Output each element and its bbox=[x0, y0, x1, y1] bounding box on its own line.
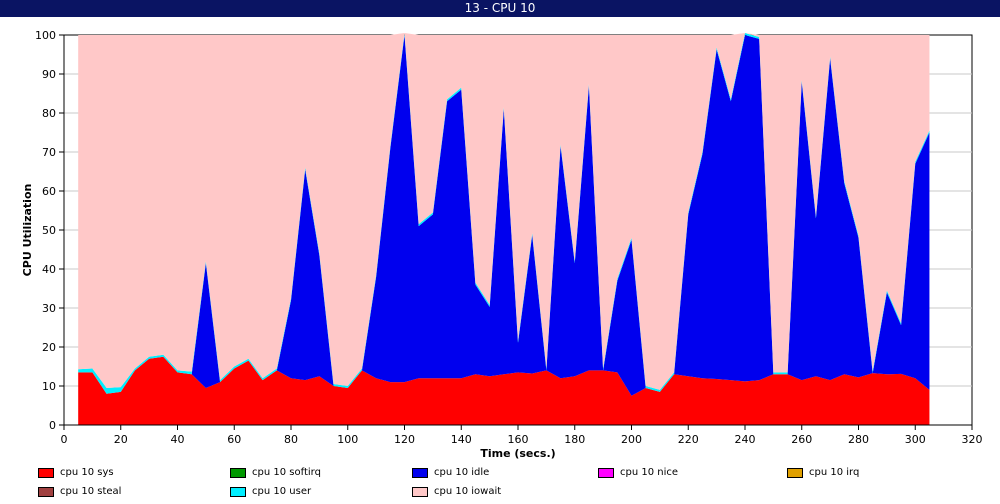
x-tick-label: 120 bbox=[394, 433, 415, 446]
x-tick-label: 20 bbox=[114, 433, 128, 446]
y-tick-label: 0 bbox=[49, 419, 56, 432]
x-tick-label: 320 bbox=[962, 433, 983, 446]
x-tick-label: 100 bbox=[337, 433, 358, 446]
legend-swatch bbox=[38, 487, 54, 497]
legend-swatch bbox=[412, 487, 428, 497]
x-tick-label: 200 bbox=[621, 433, 642, 446]
legend-label: cpu 10 iowait bbox=[434, 486, 502, 497]
x-tick-label: 160 bbox=[508, 433, 529, 446]
x-tick-label: 220 bbox=[678, 433, 699, 446]
x-tick-label: 180 bbox=[564, 433, 585, 446]
window-title: 13 - CPU 10 bbox=[0, 0, 1000, 17]
x-tick-label: 60 bbox=[227, 433, 241, 446]
y-tick-label: 10 bbox=[42, 380, 56, 393]
area-cpu-10-idle bbox=[78, 35, 930, 396]
area-cpu-10-iowait bbox=[78, 33, 930, 390]
legend-swatch bbox=[412, 468, 428, 478]
y-tick-label: 90 bbox=[42, 68, 56, 81]
y-tick-label: 60 bbox=[42, 185, 56, 198]
legend-label: cpu 10 nice bbox=[620, 467, 679, 478]
legend-label: cpu 10 steal bbox=[60, 486, 122, 497]
legend-label: cpu 10 irq bbox=[809, 467, 860, 478]
legend-swatch bbox=[787, 468, 803, 478]
legend-label: cpu 10 idle bbox=[434, 467, 490, 478]
x-tick-label: 260 bbox=[791, 433, 812, 446]
x-tick-label: 140 bbox=[451, 433, 472, 446]
x-tick-label: 80 bbox=[284, 433, 298, 446]
axes: 0 10 20 30 40 50 60 70 80 90 100 0 20 40 60 80 100 120 140… bbox=[35, 29, 983, 446]
x-axis-label: Time (secs.) bbox=[480, 447, 555, 460]
x-tick-label: 280 bbox=[848, 433, 869, 446]
x-tick-label: 40 bbox=[171, 433, 185, 446]
legend-swatch bbox=[230, 487, 246, 497]
legend-swatch bbox=[230, 468, 246, 478]
y-tick-label: 70 bbox=[42, 146, 56, 159]
legend-swatch bbox=[598, 468, 614, 478]
area-cpu-10-sys bbox=[78, 356, 930, 425]
legend-label: cpu 10 user bbox=[252, 486, 312, 497]
y-tick-label: 40 bbox=[42, 263, 56, 276]
cpu-utilization-chart: 0 10 20 30 40 50 60 70 80 90 100 0 20 40 60 80 100 120 140… bbox=[21, 29, 983, 460]
y-tick-label: 20 bbox=[42, 341, 56, 354]
stacked-areas bbox=[78, 33, 930, 425]
legend-label: cpu 10 sys bbox=[60, 467, 114, 478]
y-tick-label: 80 bbox=[42, 107, 56, 120]
y-axis-label: CPU Utilization bbox=[21, 184, 34, 277]
legend-swatch bbox=[38, 468, 54, 478]
y-tick-label: 50 bbox=[42, 224, 56, 237]
x-tick-label: 0 bbox=[61, 433, 68, 446]
x-tick-label: 240 bbox=[735, 433, 756, 446]
legend-label: cpu 10 softirq bbox=[252, 467, 321, 478]
y-tick-label: 30 bbox=[42, 302, 56, 315]
y-tick-label: 100 bbox=[35, 29, 56, 42]
x-tick-label: 300 bbox=[905, 433, 926, 446]
